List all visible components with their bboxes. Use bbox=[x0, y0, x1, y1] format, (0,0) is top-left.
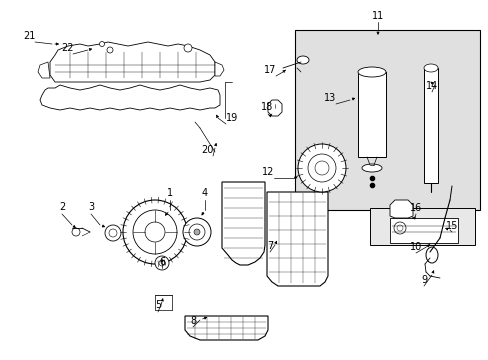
Circle shape bbox=[159, 260, 164, 266]
Circle shape bbox=[133, 210, 177, 254]
Text: 8: 8 bbox=[189, 316, 196, 326]
Text: 20: 20 bbox=[201, 145, 213, 155]
Polygon shape bbox=[222, 182, 264, 265]
Polygon shape bbox=[40, 85, 220, 110]
Text: 16: 16 bbox=[409, 203, 421, 213]
Circle shape bbox=[396, 225, 402, 231]
Text: 2: 2 bbox=[59, 202, 65, 212]
Text: 7: 7 bbox=[266, 241, 273, 251]
Polygon shape bbox=[215, 62, 224, 76]
Text: 3: 3 bbox=[88, 202, 94, 212]
Ellipse shape bbox=[296, 56, 308, 64]
Circle shape bbox=[314, 161, 328, 175]
Bar bbox=[389, 218, 457, 243]
Bar bbox=[294, 30, 479, 210]
Circle shape bbox=[109, 229, 117, 237]
Polygon shape bbox=[267, 100, 282, 116]
Text: 19: 19 bbox=[225, 113, 238, 123]
Circle shape bbox=[99, 41, 104, 46]
Circle shape bbox=[145, 222, 164, 242]
Circle shape bbox=[297, 144, 346, 192]
Text: 13: 13 bbox=[323, 93, 335, 103]
Circle shape bbox=[393, 222, 405, 234]
Circle shape bbox=[183, 218, 210, 246]
Polygon shape bbox=[266, 192, 327, 286]
Text: 14: 14 bbox=[425, 81, 437, 91]
Polygon shape bbox=[389, 200, 412, 218]
Text: 15: 15 bbox=[445, 221, 457, 231]
Circle shape bbox=[123, 200, 186, 264]
Circle shape bbox=[155, 256, 169, 270]
Bar bbox=[369, 208, 474, 245]
Text: 17: 17 bbox=[263, 65, 276, 75]
Text: 10: 10 bbox=[409, 242, 421, 252]
Circle shape bbox=[307, 154, 335, 182]
Text: 21: 21 bbox=[23, 31, 35, 41]
Text: 1: 1 bbox=[166, 188, 173, 198]
Ellipse shape bbox=[357, 67, 385, 77]
Text: 12: 12 bbox=[261, 167, 274, 177]
Circle shape bbox=[183, 44, 192, 52]
Ellipse shape bbox=[361, 164, 381, 172]
Bar bbox=[423, 68, 437, 183]
Ellipse shape bbox=[423, 64, 437, 72]
Text: 22: 22 bbox=[61, 43, 73, 53]
Text: 5: 5 bbox=[155, 300, 161, 310]
Text: 4: 4 bbox=[202, 188, 207, 198]
Text: 18: 18 bbox=[260, 102, 273, 112]
Circle shape bbox=[189, 224, 204, 240]
Text: 11: 11 bbox=[371, 11, 384, 21]
Polygon shape bbox=[184, 316, 267, 340]
Ellipse shape bbox=[425, 247, 437, 263]
Bar bbox=[357, 72, 385, 157]
Polygon shape bbox=[38, 62, 50, 78]
Circle shape bbox=[72, 228, 80, 236]
Text: 9: 9 bbox=[420, 275, 426, 285]
Circle shape bbox=[105, 225, 121, 241]
Ellipse shape bbox=[194, 229, 200, 235]
Circle shape bbox=[107, 47, 113, 53]
Polygon shape bbox=[50, 42, 215, 82]
Text: 6: 6 bbox=[159, 257, 165, 267]
